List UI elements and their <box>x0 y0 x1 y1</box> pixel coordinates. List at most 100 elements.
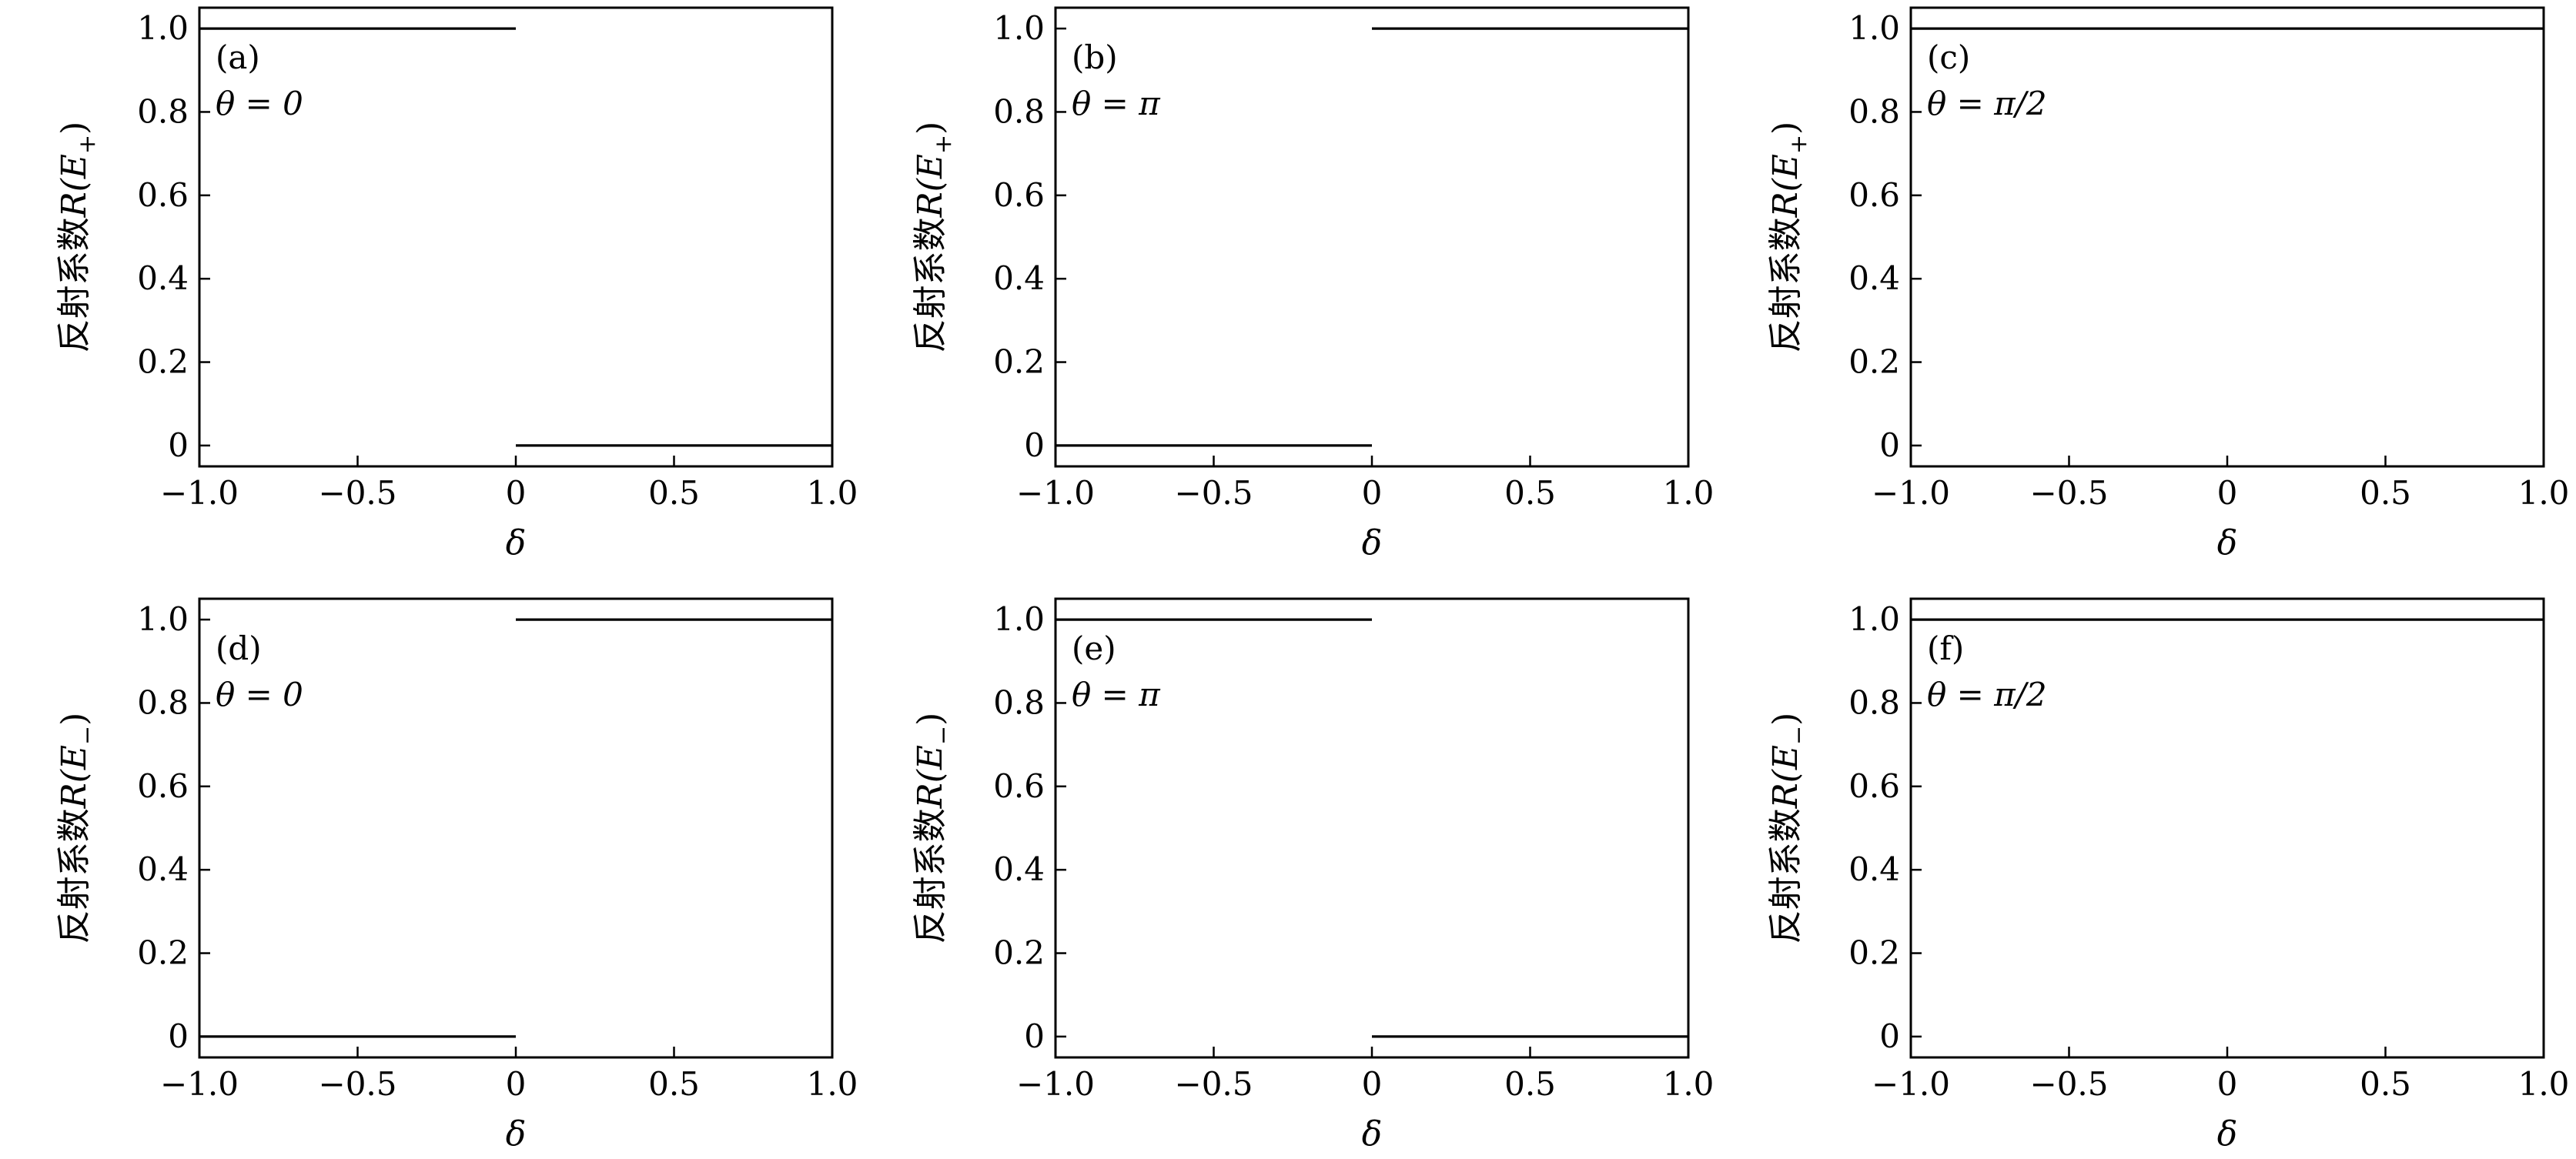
x-tick-label: −0.5 <box>319 1065 397 1103</box>
y-tick-label: 0.6 <box>137 176 189 214</box>
x-tick-label: −1.0 <box>1872 1065 1950 1103</box>
x-tick-label: −0.5 <box>2030 1065 2109 1103</box>
panel-annotation: θ = π <box>1072 85 1161 122</box>
panel-label: (d) <box>216 630 262 667</box>
panel-annotation: θ = 0 <box>216 85 303 122</box>
y-tick-label: 0.8 <box>993 683 1045 721</box>
y-tick-label: 0 <box>1024 426 1045 464</box>
y-axis-label-prefix: 反射系数 <box>1766 808 1805 944</box>
y-axis-label-prefix: 反射系数 <box>55 217 94 352</box>
y-tick-label: 0.2 <box>137 343 189 381</box>
y-tick-label: 0.8 <box>137 92 189 130</box>
y-tick-label: 0.6 <box>993 176 1045 214</box>
x-tick-label: 0.5 <box>648 1065 700 1103</box>
x-tick-label: −0.5 <box>1175 1065 1253 1103</box>
y-tick-label: 0.4 <box>137 259 189 297</box>
chart-panel: −1.0 −0.5 0 0.5 1.0 0 0.2 0.4 0.6 0.8 1.0 δ 反射系数R(E−… <box>1766 597 2570 1154</box>
chart-panel: −1.0 −0.5 0 0.5 1.0 0 0.2 0.4 0.6 0.8 1.0 δ 反射系数R(E+… <box>55 6 858 563</box>
x-tick-label: 0.5 <box>1504 474 1556 512</box>
x-axis-label: δ <box>1362 523 1383 563</box>
x-axis-label: δ <box>2217 523 2238 563</box>
y-tick-label: 0.8 <box>993 92 1045 130</box>
x-tick-label: −0.5 <box>2030 474 2109 512</box>
y-axis-label-math: R(E <box>911 745 950 809</box>
y-tick-label: 0.4 <box>993 850 1045 888</box>
x-tick-label: 1.0 <box>807 1065 858 1103</box>
y-tick-label: 0 <box>168 1017 189 1055</box>
y-tick-label: 0.2 <box>1848 343 1900 381</box>
y-axis-label-math: R(E <box>55 745 94 809</box>
plot-frame <box>1054 597 1690 1059</box>
panel-label: (f) <box>1927 630 1964 667</box>
y-tick-label: 0.8 <box>137 683 189 721</box>
y-tick-label: 0 <box>1879 1017 1900 1055</box>
x-tick-label: 0 <box>506 474 527 512</box>
x-tick-label: 1.0 <box>2518 474 2570 512</box>
y-tick-label: 0.4 <box>137 850 189 888</box>
y-axis-label-math: R(E <box>1766 154 1805 218</box>
y-tick-label: 1.0 <box>137 9 189 47</box>
y-axis-label-prefix: 反射系数 <box>911 808 950 944</box>
y-axis-label-close: ) <box>911 713 950 726</box>
panel-annotation: θ = 0 <box>216 676 303 713</box>
x-tick-label: −1.0 <box>1016 474 1095 512</box>
y-tick-label: 0.2 <box>137 934 189 972</box>
y-axis-label-close: ) <box>55 713 94 726</box>
y-axis-label-close: ) <box>911 122 950 135</box>
x-axis-label: δ <box>506 1114 527 1154</box>
panel-annotation: θ = π/2 <box>1927 85 2047 122</box>
y-axis-label-prefix: 反射系数 <box>1766 217 1805 352</box>
x-tick-label: 0 <box>1362 1065 1383 1103</box>
x-tick-label: 0.5 <box>2360 474 2411 512</box>
x-tick-label: 1.0 <box>1663 1065 1715 1103</box>
x-axis-label: δ <box>2217 1114 2238 1154</box>
y-axis-label-prefix: 反射系数 <box>911 217 950 352</box>
x-tick-label: 0 <box>2217 474 2238 512</box>
y-tick-label: 0.6 <box>137 767 189 805</box>
y-axis-label: 反射系数R(E+) <box>1766 122 1812 353</box>
x-tick-label: 1.0 <box>807 474 858 512</box>
y-axis-label-prefix: 反射系数 <box>55 808 94 944</box>
y-axis-label-subscript: − <box>74 726 101 745</box>
y-axis-label: 反射系数R(E+) <box>911 122 957 353</box>
y-axis-label-subscript: + <box>930 135 957 154</box>
x-tick-label: 0.5 <box>2360 1065 2411 1103</box>
x-tick-label: −0.5 <box>319 474 397 512</box>
y-tick-label: 0.6 <box>1848 176 1900 214</box>
y-tick-label: 0.4 <box>1848 259 1900 297</box>
y-tick-label: 0.2 <box>993 934 1045 972</box>
x-tick-label: −1.0 <box>1872 474 1950 512</box>
y-axis-label: 反射系数R(E−) <box>911 713 957 944</box>
x-tick-label: 0.5 <box>1504 1065 1556 1103</box>
y-axis-label-close: ) <box>55 122 94 135</box>
y-tick-label: 0.2 <box>1848 934 1900 972</box>
x-tick-label: −1.0 <box>1016 1065 1095 1103</box>
x-tick-label: 1.0 <box>2518 1065 2570 1103</box>
y-tick-label: 0 <box>1879 426 1900 464</box>
y-axis-label-subscript: + <box>1785 135 1812 154</box>
y-tick-label: 1.0 <box>137 600 189 638</box>
x-tick-label: 1.0 <box>1663 474 1715 512</box>
y-tick-label: 0 <box>168 426 189 464</box>
x-axis-label: δ <box>506 523 527 563</box>
y-axis-label-math: R(E <box>55 154 94 218</box>
chart-panel: −1.0 −0.5 0 0.5 1.0 0 0.2 0.4 0.6 0.8 1.0 δ 反射系数R(E−… <box>55 597 858 1154</box>
y-tick-label: 0 <box>1024 1017 1045 1055</box>
panel-label: (c) <box>1927 38 1970 76</box>
x-axis-label: δ <box>1362 1114 1383 1154</box>
plot-frame <box>1909 6 2545 468</box>
x-tick-label: 0 <box>1362 474 1383 512</box>
y-tick-label: 1.0 <box>1848 9 1900 47</box>
y-axis-label-math: R(E <box>1766 745 1805 809</box>
y-tick-label: 0.6 <box>993 767 1045 805</box>
y-tick-label: 0.8 <box>1848 683 1900 721</box>
x-tick-label: −1.0 <box>160 474 239 512</box>
y-tick-label: 1.0 <box>1848 600 1900 638</box>
x-tick-label: −1.0 <box>160 1065 239 1103</box>
y-tick-label: 1.0 <box>993 600 1045 638</box>
y-tick-label: 0.4 <box>1848 850 1900 888</box>
y-tick-label: 0.8 <box>1848 92 1900 130</box>
y-axis-label-subscript: − <box>1785 726 1812 745</box>
y-axis-label-subscript: + <box>74 135 101 154</box>
